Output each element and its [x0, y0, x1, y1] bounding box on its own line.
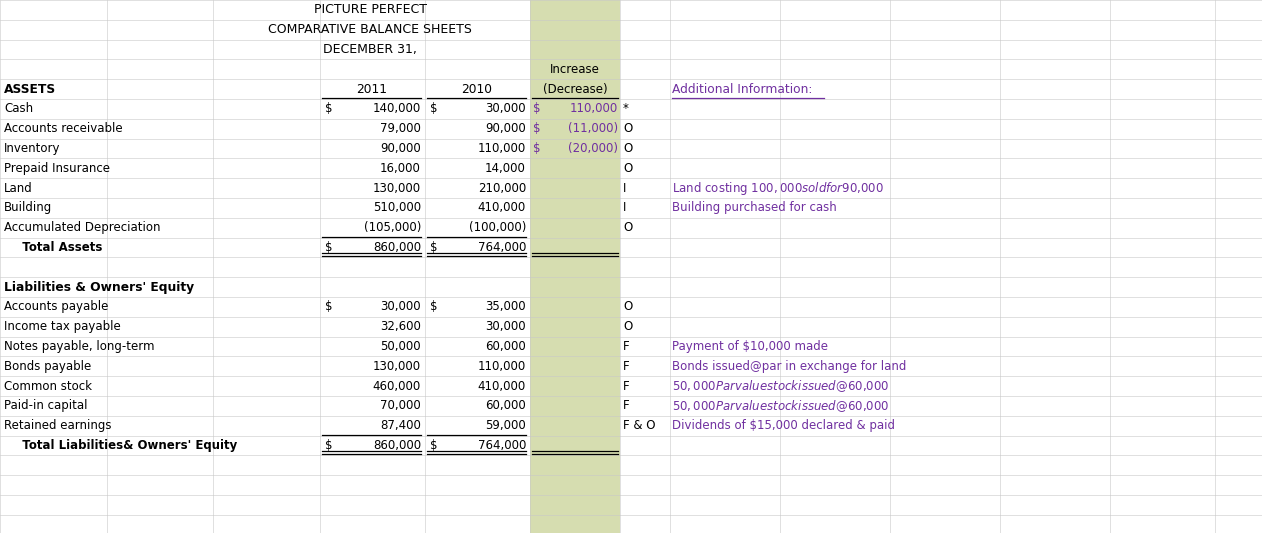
Text: 59,000: 59,000: [486, 419, 526, 432]
Text: 860,000: 860,000: [372, 439, 422, 452]
Text: 16,000: 16,000: [380, 162, 422, 175]
Text: Increase: Increase: [550, 63, 599, 76]
Text: Retained earnings: Retained earnings: [4, 419, 111, 432]
Text: $: $: [533, 142, 540, 155]
Text: 110,000: 110,000: [478, 360, 526, 373]
Text: 30,000: 30,000: [380, 301, 422, 313]
Text: 2011: 2011: [356, 83, 387, 95]
Text: Accounts receivable: Accounts receivable: [4, 122, 122, 135]
Text: $: $: [533, 122, 540, 135]
Text: O: O: [623, 301, 632, 313]
Text: Land: Land: [4, 182, 33, 195]
Text: Accumulated Depreciation: Accumulated Depreciation: [4, 221, 160, 234]
Text: F: F: [623, 340, 630, 353]
Text: I: I: [623, 182, 626, 195]
Text: 70,000: 70,000: [380, 399, 422, 413]
Text: Accounts payable: Accounts payable: [4, 301, 109, 313]
Text: $: $: [430, 241, 438, 254]
Text: $: $: [430, 102, 438, 116]
Text: Notes payable, long-term: Notes payable, long-term: [4, 340, 154, 353]
Text: 90,000: 90,000: [486, 122, 526, 135]
Text: (Decrease): (Decrease): [543, 83, 607, 95]
Text: DECEMBER 31,: DECEMBER 31,: [323, 43, 416, 56]
Text: *: *: [623, 102, 628, 116]
Text: 60,000: 60,000: [486, 399, 526, 413]
Text: 140,000: 140,000: [372, 102, 422, 116]
Text: Additional Information:: Additional Information:: [671, 83, 813, 95]
Text: $: $: [326, 439, 332, 452]
Text: (100,000): (100,000): [468, 221, 526, 234]
Text: 764,000: 764,000: [477, 241, 526, 254]
Text: 860,000: 860,000: [372, 241, 422, 254]
Text: 14,000: 14,000: [485, 162, 526, 175]
Text: 87,400: 87,400: [380, 419, 422, 432]
Text: F: F: [623, 399, 630, 413]
Text: $50,000 Par value stock issued @ $60,000: $50,000 Par value stock issued @ $60,000: [671, 378, 890, 394]
Text: (11,000): (11,000): [568, 122, 618, 135]
Text: O: O: [623, 142, 632, 155]
Text: O: O: [623, 162, 632, 175]
Text: $50,000 Par value stock issued @ $60,000: $50,000 Par value stock issued @ $60,000: [671, 398, 890, 414]
Text: 130,000: 130,000: [372, 182, 422, 195]
Text: 2010: 2010: [461, 83, 492, 95]
Text: COMPARATIVE BALANCE SHEETS: COMPARATIVE BALANCE SHEETS: [268, 23, 472, 36]
Text: O: O: [623, 221, 632, 234]
Text: I: I: [623, 201, 626, 214]
Text: 130,000: 130,000: [372, 360, 422, 373]
Text: Prepaid Insurance: Prepaid Insurance: [4, 162, 110, 175]
Text: Total Assets: Total Assets: [14, 241, 102, 254]
Text: $: $: [430, 301, 438, 313]
Text: Building purchased for cash: Building purchased for cash: [671, 201, 837, 214]
Text: $: $: [326, 301, 332, 313]
Text: Dividends of $15,000 declared & paid: Dividends of $15,000 declared & paid: [671, 419, 895, 432]
Text: (20,000): (20,000): [568, 142, 618, 155]
Text: PICTURE PERFECT: PICTURE PERFECT: [313, 3, 427, 17]
Text: $: $: [326, 241, 332, 254]
Text: $: $: [430, 439, 438, 452]
Bar: [530, 0, 620, 533]
Text: O: O: [623, 122, 632, 135]
Text: (105,000): (105,000): [363, 221, 422, 234]
Text: Bonds issued@par in exchange for land: Bonds issued@par in exchange for land: [671, 360, 906, 373]
Text: 90,000: 90,000: [380, 142, 422, 155]
Text: Inventory: Inventory: [4, 142, 61, 155]
Text: Cash: Cash: [4, 102, 33, 116]
Text: $: $: [326, 102, 332, 116]
Text: Payment of $10,000 made: Payment of $10,000 made: [671, 340, 828, 353]
Text: O: O: [623, 320, 632, 333]
Text: 30,000: 30,000: [486, 320, 526, 333]
Text: Paid-in capital: Paid-in capital: [4, 399, 87, 413]
Text: 764,000: 764,000: [477, 439, 526, 452]
Text: 460,000: 460,000: [372, 379, 422, 393]
Text: 32,600: 32,600: [380, 320, 422, 333]
Text: 79,000: 79,000: [380, 122, 422, 135]
Text: Income tax payable: Income tax payable: [4, 320, 121, 333]
Text: F: F: [623, 360, 630, 373]
Text: 60,000: 60,000: [486, 340, 526, 353]
Text: ASSETS: ASSETS: [4, 83, 56, 95]
Text: 410,000: 410,000: [478, 201, 526, 214]
Text: Bonds payable: Bonds payable: [4, 360, 91, 373]
Text: F & O: F & O: [623, 419, 655, 432]
Text: 30,000: 30,000: [486, 102, 526, 116]
Text: F: F: [623, 379, 630, 393]
Text: Building: Building: [4, 201, 52, 214]
Text: 35,000: 35,000: [486, 301, 526, 313]
Text: 510,000: 510,000: [372, 201, 422, 214]
Text: 110,000: 110,000: [569, 102, 618, 116]
Text: 110,000: 110,000: [478, 142, 526, 155]
Text: $: $: [533, 102, 540, 116]
Text: Land costing $100,000 sold for $90,000: Land costing $100,000 sold for $90,000: [671, 180, 883, 197]
Text: Common stock: Common stock: [4, 379, 92, 393]
Text: 50,000: 50,000: [380, 340, 422, 353]
Text: 210,000: 210,000: [478, 182, 526, 195]
Text: Total Liabilities& Owners' Equity: Total Liabilities& Owners' Equity: [14, 439, 237, 452]
Text: 410,000: 410,000: [478, 379, 526, 393]
Text: Liabilities & Owners' Equity: Liabilities & Owners' Equity: [4, 280, 194, 294]
